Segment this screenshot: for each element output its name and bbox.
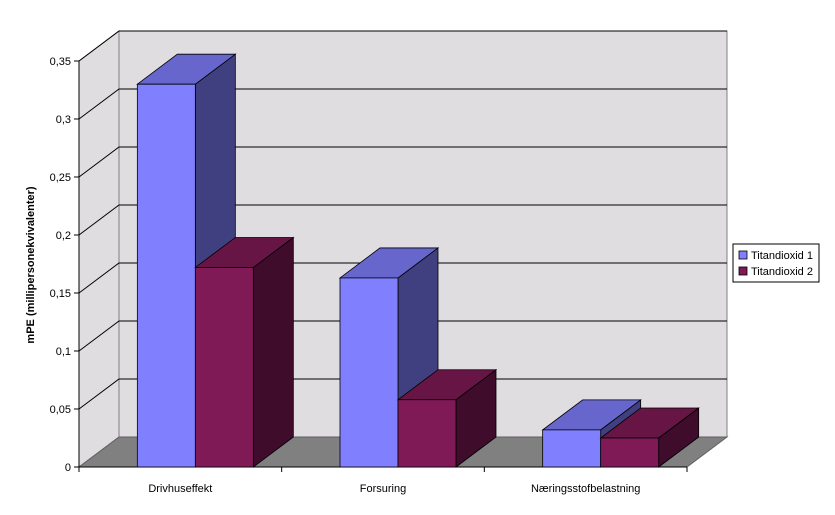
gridline — [78, 262, 727, 294]
gridline — [78, 204, 727, 236]
bar-titandioxid-2-næringsstofbelastning — [599, 407, 700, 468]
y-tick-label: 0,15 — [50, 288, 71, 300]
y-tick-label: 0,35 — [50, 56, 71, 68]
bar-front — [136, 83, 196, 468]
bar-titandioxid-2-forsuring — [396, 368, 498, 468]
gridline — [78, 30, 727, 62]
gridlines — [78, 30, 727, 410]
x-category-label-næringsstofbelastning: Næringsstofbelastning — [531, 483, 640, 495]
bar-titandioxid-1-forsuring — [338, 247, 440, 468]
y-tick-label: 0,1 — [56, 346, 71, 358]
y-tick-label: 0,25 — [50, 172, 71, 184]
x-axis-categories: Drivhuseffekt Forsuring Næringsstofbelastn… — [148, 483, 640, 495]
legend: Titandioxid 1 Titandioxid 2 — [732, 243, 820, 283]
bars — [136, 53, 700, 468]
legend-label-titandioxid-2: Titandioxid 2 — [751, 266, 813, 278]
gridline — [78, 88, 727, 120]
x-category-label-drivhuseffekt: Drivhuseffekt — [148, 483, 212, 495]
bar-front — [600, 437, 660, 468]
y-tick-label: 0,2 — [56, 230, 71, 242]
x-category-label-forsuring: Forsuring — [360, 483, 406, 495]
bar-front — [194, 267, 254, 468]
legend-frame — [732, 243, 820, 283]
legend-label-titandioxid-1: Titandioxid 1 — [751, 250, 813, 262]
gridline — [78, 146, 727, 178]
y-axis-label: mPE (millipersonekvivalenter) — [25, 186, 37, 343]
legend-swatch-titandioxid-2 — [738, 266, 748, 276]
y-tick-label: 0 — [65, 462, 71, 474]
side-wall — [78, 30, 120, 468]
y-tick-label: 0,3 — [56, 114, 71, 126]
y-axis-ticks: 0 0,05 0,1 0,15 0,2 0,25 0,3 0,35 — [50, 56, 79, 474]
bar-side — [252, 236, 294, 468]
y-tick-label: 0,05 — [50, 404, 71, 416]
bar-front — [339, 277, 399, 468]
bar-titandioxid-2-drivhuseffekt — [194, 236, 295, 468]
gridline — [78, 378, 727, 410]
gridline — [78, 320, 727, 352]
bar-front — [542, 429, 602, 468]
legend-swatch-titandioxid-1 — [738, 250, 748, 260]
bar-front — [397, 399, 457, 468]
